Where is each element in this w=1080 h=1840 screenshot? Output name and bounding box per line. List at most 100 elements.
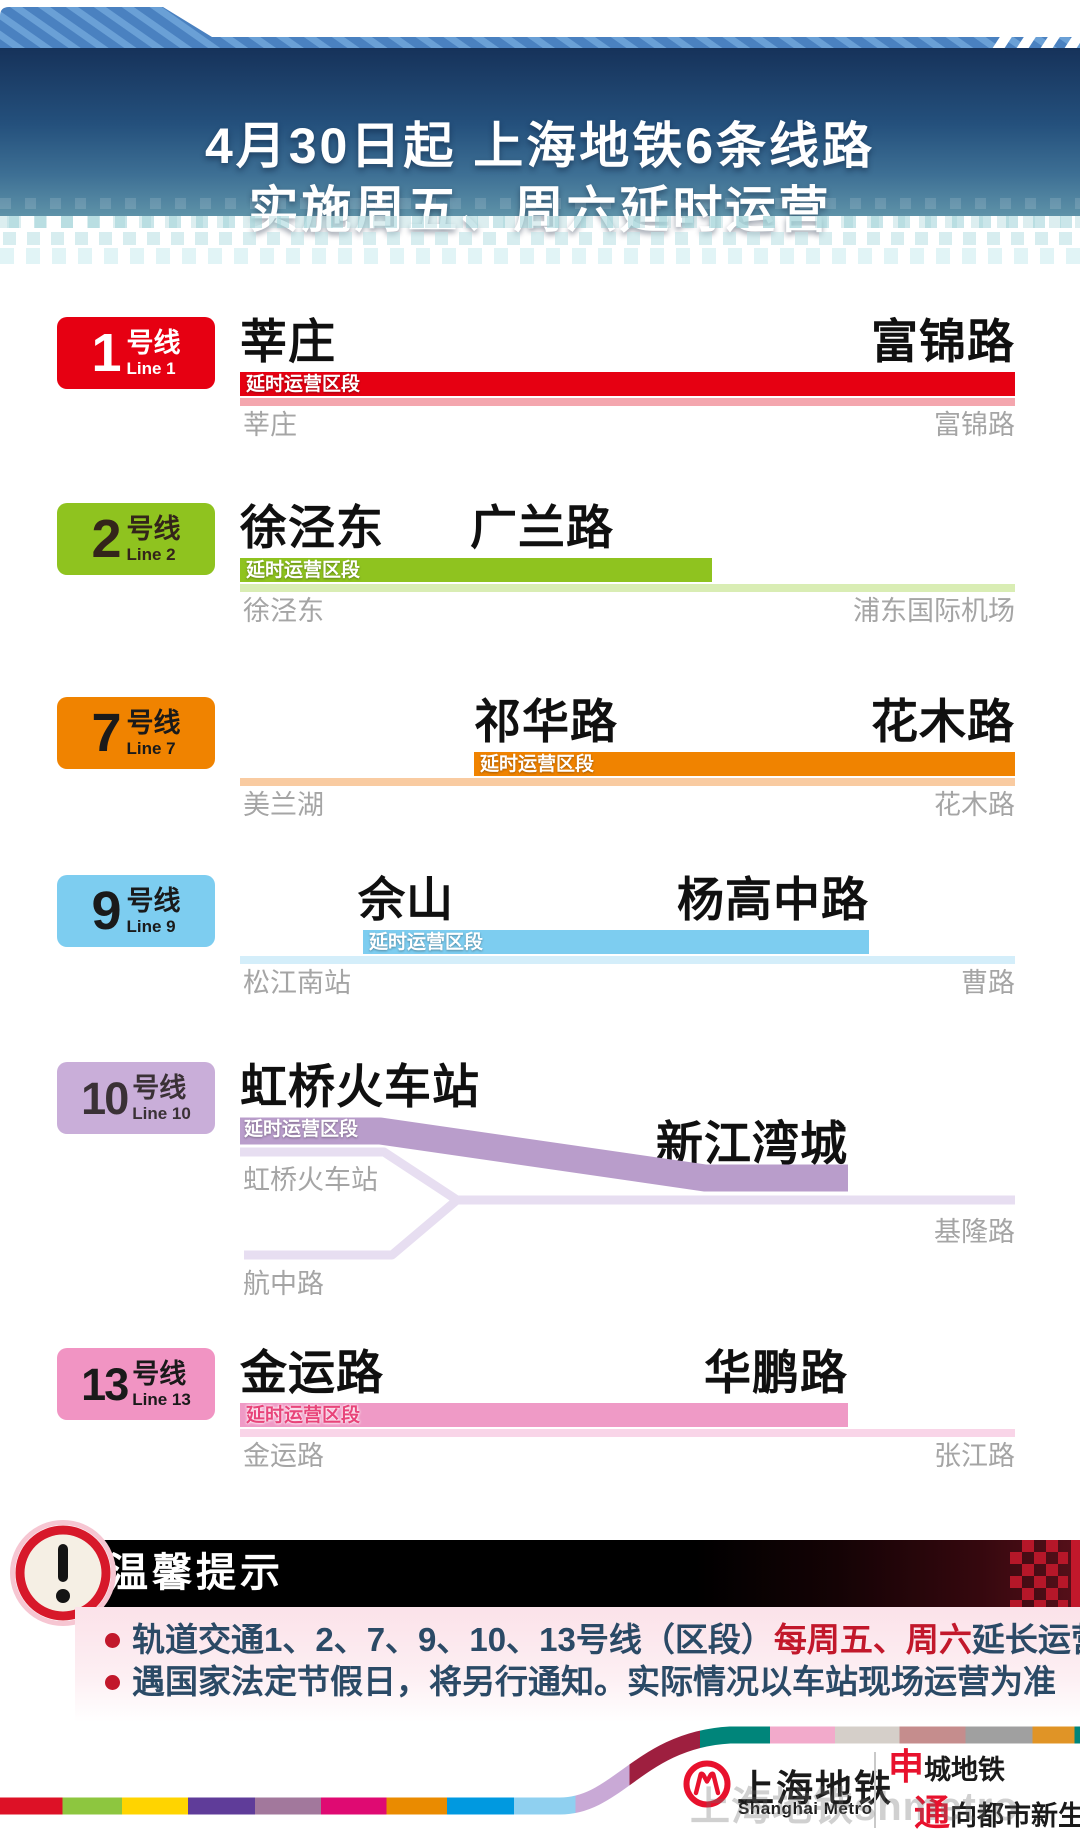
- terminus-left: 美兰湖: [243, 790, 324, 820]
- segment-start-station: 佘山: [358, 873, 454, 926]
- full-line-bar: [240, 778, 1015, 786]
- line-suffix: 号线: [126, 707, 181, 738]
- white-slashes: [992, 29, 1080, 49]
- line-suffix: 号线: [126, 513, 181, 544]
- full-line-bar: [240, 956, 1015, 964]
- extended-operation-bar: 延时运营区段: [363, 930, 869, 954]
- terminus-right: 浦东国际机场: [853, 596, 1015, 626]
- line-number: 7: [91, 703, 122, 763]
- line-name-en: Line 10: [132, 1103, 191, 1123]
- extended-operation-bar: 延时运营区段: [240, 558, 712, 582]
- terminus-left: 松江南站: [243, 968, 351, 998]
- slogan-rest-1: 城地铁: [924, 1755, 1006, 1785]
- segment-end-station: 花木路: [871, 695, 1015, 748]
- line-number: 2: [91, 509, 122, 569]
- slogan-char-tong: 通: [914, 1792, 951, 1833]
- line-name-en: Line 9: [126, 916, 176, 936]
- full-line-bar: [240, 398, 1015, 406]
- line-suffix: 号线: [132, 1072, 187, 1103]
- line-1-badge: 1 号线 Line 1: [57, 317, 215, 389]
- rainbow-track-ribbon: [0, 1726, 1080, 1815]
- notice-body: 轨道交通1、2、7、9、10、13号线（区段）每周五、周六延长运营时间。 遇国家…: [75, 1607, 1080, 1722]
- warning-exclamation-icon: [10, 1520, 116, 1626]
- terminus-left: 金运路: [243, 1441, 324, 1471]
- full-line-bar: [240, 584, 1015, 592]
- segment-start-station: 虹桥火车站: [240, 1060, 480, 1113]
- line-13-row: 13 号线 Line 13 金运路 华鹏路 延时运营区段 金运路 张江路: [0, 1348, 1080, 1508]
- metro-name-en: Shanghai Metro: [738, 1799, 873, 1818]
- line-9-row: 9 号线 Line 9 佘山 杨高中路 延时运营区段 松江南站 曹路: [0, 875, 1080, 1035]
- segment-end-station: 广兰路: [470, 501, 614, 554]
- segment-start-station: 金运路: [240, 1346, 384, 1399]
- bullet-1-text: 轨道交通1、2、7、9、10、13号线（区段）: [132, 1621, 774, 1658]
- footer-divider: [874, 1752, 876, 1828]
- title-line-2: 实施周五、周六延时运营: [248, 182, 832, 238]
- terminus-right: 曹路: [961, 968, 1015, 998]
- terminus-branch-lower: 航中路: [243, 1269, 324, 1299]
- header-banner: 4月30日起 上海地铁6条线路 实施周五、周六延时运营: [0, 48, 1080, 264]
- segment-label: 延时运营区段: [246, 373, 361, 395]
- slogan-line-2: 通向都市新生活: [914, 1794, 1080, 1840]
- line-10-row: 10 号线 Line 10 虹桥火车站 新江湾城 延时运营区段 虹桥火车站 基隆…: [0, 1062, 1080, 1362]
- line-2-badge: 2 号线 Line 2: [57, 503, 215, 575]
- extended-operation-bar: 延时运营区段: [240, 1403, 848, 1427]
- extended-operation-bar: 延时运营区段: [474, 752, 1015, 776]
- bullet-dot: [105, 1675, 120, 1690]
- dissolve-row: [0, 248, 1080, 264]
- line-suffix: 号线: [126, 327, 181, 358]
- terminus-branch-upper: 虹桥火车站: [243, 1165, 378, 1195]
- segment-end-station: 华鹏路: [704, 1346, 848, 1399]
- segment-label: 延时运营区段: [244, 1119, 359, 1140]
- bullet-1-highlight: 每周五、周六: [773, 1621, 972, 1658]
- line-suffix: 号线: [126, 885, 181, 916]
- line-9-badge: 9 号线 Line 9: [57, 875, 215, 947]
- segment-label: 延时运营区段: [480, 753, 595, 775]
- terminus-right: 基隆路: [934, 1217, 1015, 1247]
- line-10-branch-diagram: [240, 1117, 1015, 1260]
- metro-name-cn: 上海地铁: [737, 1768, 893, 1809]
- segment-end-station: 富锦路: [871, 315, 1015, 368]
- extended-operation-bar: 延时运营区段: [240, 372, 1015, 396]
- dissolve-row: [0, 216, 1080, 228]
- bullet-2-text: 遇国家法定节假日，将另行通知。实际情况以车站现场运营为准: [132, 1663, 1056, 1700]
- line-1-row: 1 号线 Line 1 莘庄 富锦路 延时运营区段 莘庄 富锦路: [0, 317, 1080, 477]
- bullet-dot: [105, 1633, 120, 1648]
- line-name-en: Line 1: [126, 358, 176, 378]
- line-7-row: 7 号线 Line 7 祁华路 花木路 延时运营区段 美兰湖 花木路: [0, 697, 1080, 857]
- line-name-en: Line 13: [132, 1389, 191, 1409]
- bullet-1-tail: 延长运营时间。: [971, 1621, 1080, 1658]
- segment-start-station: 莘庄: [240, 315, 336, 368]
- slogan-line-1: 申城地铁: [888, 1748, 1080, 1794]
- dissolve-row: [0, 232, 1080, 245]
- segment-end-station: 新江湾城: [656, 1117, 848, 1170]
- line-2-row: 2 号线 Line 2 徐泾东 广兰路 延时运营区段 徐泾东 浦东国际机场: [0, 503, 1080, 663]
- top-stripe-decoration: [0, 7, 1080, 50]
- segment-label: 延时运营区段: [369, 931, 484, 953]
- line-13-badge: 13 号线 Line 13: [57, 1348, 215, 1420]
- title-line-1: 4月30日起 上海地铁6条线路: [204, 118, 876, 174]
- dissolve-row: [0, 198, 1080, 209]
- slogan-rest-2: 向都市新生活: [950, 1801, 1080, 1831]
- line-number: 1: [91, 323, 122, 383]
- line-number: 13: [81, 1358, 129, 1410]
- segment-end-station: 杨高中路: [677, 873, 869, 926]
- segment-label: 延时运营区段: [246, 1404, 361, 1426]
- notice-title-bar: 温馨提示: [66, 1540, 1080, 1607]
- notice-bullet-1: 轨道交通1、2、7、9、10、13号线（区段）每周五、周六延长运营时间。: [105, 1619, 1080, 1661]
- segment-start-station: 徐泾东: [240, 501, 384, 554]
- line-name-en: Line 7: [126, 738, 176, 758]
- line-10-badge: 10 号线 Line 10: [57, 1062, 215, 1134]
- notice-bullet-2: 遇国家法定节假日，将另行通知。实际情况以车站现场运营为准: [105, 1661, 1080, 1703]
- line-name-en: Line 2: [126, 544, 176, 564]
- line-7-badge: 7 号线 Line 7: [57, 697, 215, 769]
- line-number: 10: [81, 1072, 129, 1124]
- terminus-right: 富锦路: [934, 410, 1015, 440]
- terminus-right: 张江路: [934, 1441, 1015, 1471]
- poster-title: 4月30日起 上海地铁6条线路 实施周五、周六延时运营: [0, 114, 1080, 242]
- full-line-bar: [240, 1429, 1015, 1437]
- segment-label: 延时运营区段: [246, 559, 361, 581]
- terminus-left: 徐泾东: [243, 596, 324, 626]
- notice-heading: 温馨提示: [108, 1551, 284, 1595]
- terminus-right: 花木路: [934, 790, 1015, 820]
